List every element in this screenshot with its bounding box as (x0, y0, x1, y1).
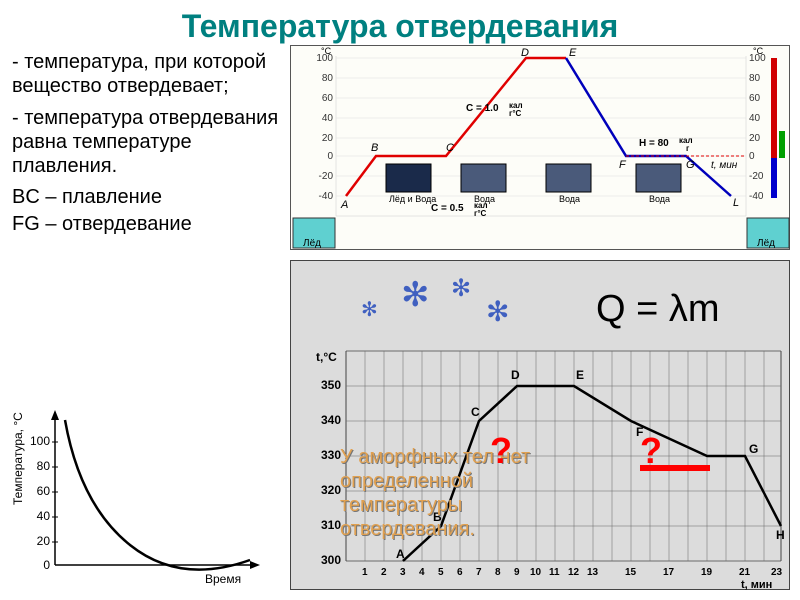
svg-text:H = 80: H = 80 (639, 138, 669, 149)
svg-text:20: 20 (322, 133, 334, 144)
svg-text:80: 80 (749, 73, 761, 84)
svg-text:t, мин: t, мин (741, 579, 772, 591)
svg-text:A: A (396, 547, 405, 561)
svg-text:80: 80 (37, 459, 51, 473)
svg-text:20: 20 (749, 133, 761, 144)
svg-text:15: 15 (625, 567, 637, 578)
svg-text:8: 8 (495, 567, 501, 578)
svg-text:G: G (686, 159, 695, 171)
segment-bc-label: BC – плавление (12, 186, 282, 209)
page-title: Температура отвердевания (0, 0, 800, 45)
svg-text:C: C (471, 405, 480, 419)
svg-text:3: 3 (400, 567, 406, 578)
svg-text:Лёд: Лёд (303, 238, 321, 249)
question-mark-1: ? (490, 430, 512, 472)
svg-text:40: 40 (749, 113, 761, 124)
svg-text:L: L (733, 197, 739, 209)
svg-text:t,°C: t,°C (316, 350, 337, 364)
svg-text:7: 7 (476, 567, 482, 578)
svg-text:13: 13 (587, 567, 599, 578)
svg-text:G: G (749, 442, 758, 456)
svg-text:23: 23 (771, 567, 783, 578)
svg-text:A: A (340, 199, 348, 211)
svg-text:D: D (511, 368, 520, 382)
svg-text:40: 40 (37, 509, 51, 523)
red-highlight-1 (640, 465, 710, 471)
svg-text:310: 310 (321, 518, 341, 532)
svg-text:2: 2 (381, 567, 387, 578)
svg-text:9: 9 (514, 567, 520, 578)
svg-text:H: H (776, 528, 785, 542)
svg-text:80: 80 (322, 73, 334, 84)
svg-text:350: 350 (321, 378, 341, 392)
svg-text:5: 5 (438, 567, 444, 578)
svg-text:0: 0 (327, 151, 333, 162)
svg-text:C = 1.0: C = 1.0 (466, 103, 499, 114)
svg-text:21: 21 (739, 567, 751, 578)
svg-text:✻: ✻ (486, 296, 509, 327)
svg-text:11: 11 (549, 567, 560, 578)
svg-text:г: г (686, 144, 690, 153)
svg-text:B: B (371, 142, 378, 154)
svg-text:D: D (521, 47, 529, 59)
svg-text:°C: °C (753, 46, 764, 56)
svg-text:F: F (619, 159, 627, 171)
cooling-curve-chart: 0 20 40 60 80 100 Температура, °C Время (10, 405, 270, 590)
svg-text:0: 0 (43, 558, 50, 572)
svg-text:-40: -40 (749, 191, 764, 202)
svg-text:Лёд и Вода: Лёд и Вода (389, 194, 436, 204)
svg-text:C = 0.5: C = 0.5 (431, 203, 464, 214)
svg-text:E: E (576, 368, 584, 382)
svg-text:E: E (569, 47, 577, 59)
svg-text:°C: °C (321, 46, 332, 56)
segment-fg-label: FG – отвердевание (12, 213, 282, 236)
svg-text:✻: ✻ (361, 299, 378, 321)
svg-text:t, мин: t, мин (711, 160, 738, 171)
svg-text:✻: ✻ (401, 276, 430, 314)
svg-text:6: 6 (457, 567, 463, 578)
svg-text:✻: ✻ (451, 275, 471, 302)
svg-text:340: 340 (321, 413, 341, 427)
svg-text:Время: Время (205, 572, 241, 586)
phase-change-chart: 100 80 60 40 20 0 -20 -40 100 80 60 40 2… (290, 45, 790, 250)
svg-text:12: 12 (568, 567, 580, 578)
amorphous-note: У аморфных тел нет определенной температ… (340, 445, 590, 541)
svg-text:17: 17 (663, 567, 675, 578)
svg-text:-40: -40 (319, 191, 334, 202)
svg-text:10: 10 (530, 567, 542, 578)
svg-text:60: 60 (37, 484, 51, 498)
svg-text:330: 330 (321, 448, 341, 462)
definition-2: - температура отвердевания равна темпера… (12, 106, 282, 178)
svg-text:60: 60 (749, 93, 761, 104)
svg-text:г°C: г°C (509, 109, 522, 118)
svg-text:Температура, °C: Температура, °C (11, 412, 25, 505)
svg-text:40: 40 (322, 113, 334, 124)
svg-text:320: 320 (321, 483, 341, 497)
svg-text:г°C: г°C (474, 209, 487, 218)
svg-text:-20: -20 (749, 171, 764, 182)
svg-text:-20: -20 (319, 171, 334, 182)
svg-text:Вода: Вода (474, 194, 495, 204)
svg-text:Вода: Вода (559, 194, 580, 204)
svg-text:19: 19 (701, 567, 713, 578)
svg-text:1: 1 (362, 567, 368, 578)
svg-text:Вода: Вода (649, 194, 670, 204)
formula-text: Q = λm (596, 288, 720, 330)
svg-text:60: 60 (322, 93, 334, 104)
definition-1: - температура, при которой вещество отве… (12, 50, 282, 98)
svg-text:4: 4 (419, 567, 425, 578)
svg-text:300: 300 (321, 553, 341, 567)
svg-text:20: 20 (37, 534, 51, 548)
svg-text:Лёд: Лёд (757, 238, 775, 249)
svg-text:C: C (446, 142, 454, 154)
left-column: - температура, при которой вещество отве… (12, 50, 282, 240)
svg-text:0: 0 (749, 151, 755, 162)
svg-text:100: 100 (30, 434, 50, 448)
